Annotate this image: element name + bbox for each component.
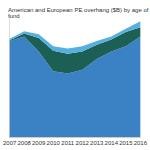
svg-text:American and European PE overh: American and European PE overhang ($B) b… [8, 7, 150, 13]
svg-text:2011: 2011 [61, 140, 75, 146]
svg-text:2016: 2016 [134, 140, 148, 146]
svg-text:2008: 2008 [18, 140, 32, 146]
svg-text:2007: 2007 [3, 140, 17, 146]
svg-text:2013: 2013 [90, 140, 104, 146]
svg-text:2012: 2012 [76, 140, 90, 146]
svg-text:2014: 2014 [105, 140, 119, 146]
svg-text:2015: 2015 [119, 140, 133, 146]
svg-text:2009: 2009 [32, 140, 46, 146]
svg-text:2010: 2010 [47, 140, 61, 146]
svg-text:fund: fund [8, 13, 20, 19]
